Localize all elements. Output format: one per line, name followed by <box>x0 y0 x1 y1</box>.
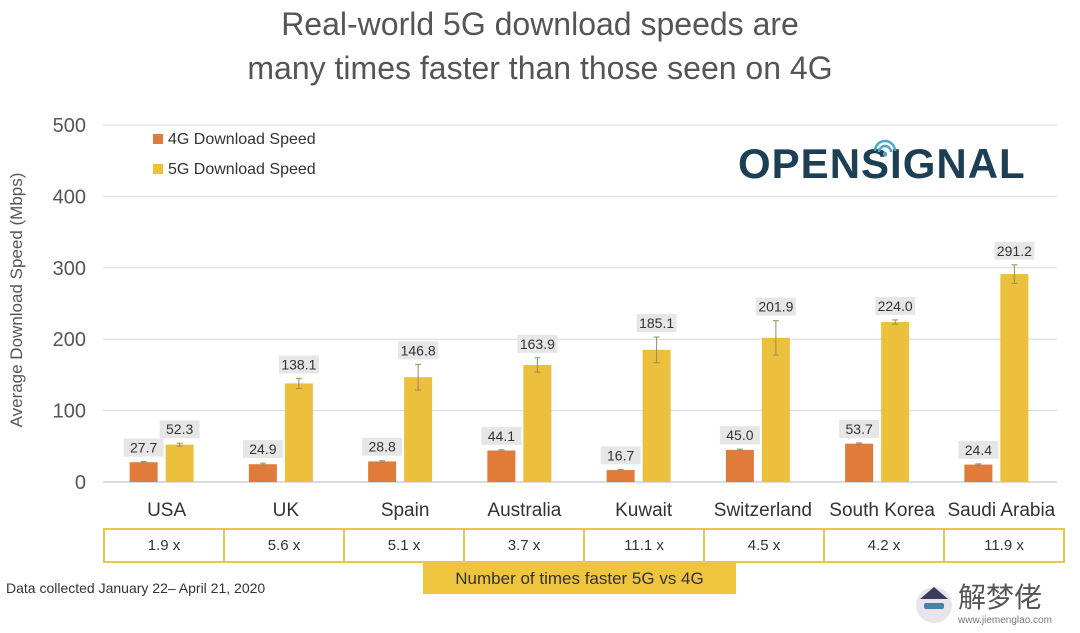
bar-5g <box>165 444 194 482</box>
x-category-label: Spain <box>381 500 430 521</box>
data-label: 45.0 <box>726 427 753 443</box>
ratio-cell: 11.9 x <box>984 537 1024 554</box>
data-label-bg <box>600 446 641 465</box>
y-tick-label: 0 <box>75 472 86 494</box>
data-label-bg <box>242 440 283 459</box>
data-label: 201.9 <box>758 299 793 315</box>
data-label-bg <box>994 241 1035 260</box>
data-label: 27.7 <box>130 440 157 456</box>
ratio-cell: 4.2 x <box>825 530 945 561</box>
data-label: 52.3 <box>166 421 193 437</box>
data-label: 24.9 <box>249 441 276 457</box>
bar-5g <box>881 322 910 482</box>
y-tick-label: 500 <box>53 115 86 137</box>
footnote: Data collected January 22– April 21, 202… <box>6 580 266 596</box>
data-label-bg <box>755 297 796 316</box>
chart-title: Real-world 5G download speeds are many t… <box>0 2 1080 90</box>
y-axis-label: Average Download Speed (Mbps) <box>7 173 26 428</box>
legend-swatch <box>153 134 163 144</box>
ratio-cell: 5.6 x <box>225 530 345 561</box>
x-category-label: USA <box>147 500 186 521</box>
bar-5g <box>404 377 433 482</box>
bar-5g <box>523 364 552 482</box>
data-label: 163.9 <box>520 336 555 352</box>
y-tick-label: 100 <box>53 401 86 423</box>
x-category-label: Switzerland <box>714 500 812 521</box>
data-label: 185.1 <box>639 315 674 331</box>
ratio-cell: 5.1 x <box>345 530 465 561</box>
watermark-url: www.jiemenglao.com <box>958 615 1052 626</box>
watermark-logo-icon <box>916 587 952 623</box>
data-label: 44.1 <box>488 428 515 444</box>
y-tick-label: 200 <box>53 329 86 351</box>
data-label: 291.2 <box>997 243 1032 259</box>
signal-waves-icon <box>873 139 897 157</box>
data-label: 53.7 <box>846 421 873 437</box>
data-label-bg <box>481 426 522 445</box>
bar-4g <box>129 462 158 482</box>
data-label-bg <box>159 420 200 439</box>
data-label: 24.4 <box>965 442 992 458</box>
legend-label: 4G Download Speed <box>168 131 316 148</box>
y-tick-label: 300 <box>53 258 86 280</box>
data-label: 224.0 <box>878 298 913 314</box>
data-label-bg <box>362 437 403 456</box>
bar-5g <box>761 337 790 482</box>
ratio-cell: 1.9 x <box>105 530 225 561</box>
ratio-cell: 4.5 x <box>705 530 825 561</box>
bar-4g <box>725 449 754 482</box>
data-label-bg <box>839 419 880 438</box>
ratio-cell: 11.1 x <box>585 530 705 561</box>
ratio-caption: Number of times faster 5G vs 4G <box>423 563 736 594</box>
ratio-cell: 3.7 x <box>465 530 585 561</box>
bar-4g <box>368 461 397 482</box>
x-category-label: Australia <box>487 500 561 521</box>
bar-4g <box>487 450 516 482</box>
data-label: 16.7 <box>607 447 634 463</box>
title-line-2: many times faster than those seen on 4G <box>247 50 833 86</box>
bar-5g <box>284 383 313 482</box>
data-label: 146.8 <box>401 342 436 358</box>
legend-label: 5G Download Speed <box>168 161 316 178</box>
data-label-bg <box>123 438 164 457</box>
data-label: 28.8 <box>369 439 396 455</box>
data-label: 138.1 <box>281 356 316 372</box>
y-tick-label: 400 <box>53 186 86 208</box>
title-line-1: Real-world 5G download speeds are <box>281 6 799 42</box>
bar-5g <box>642 349 671 482</box>
data-label-bg <box>636 313 677 332</box>
data-label-bg <box>958 440 999 459</box>
bar-4g <box>248 464 277 482</box>
bar-4g <box>606 470 635 482</box>
watermark-text: 解梦佬 <box>958 582 1043 613</box>
data-label-bg <box>398 341 439 360</box>
data-label-bg <box>719 426 760 445</box>
data-label-bg <box>517 334 558 353</box>
x-category-label: South Korea <box>829 500 935 521</box>
bar-4g <box>845 443 874 482</box>
data-label-bg <box>278 355 319 374</box>
bar-4g <box>964 464 993 482</box>
x-category-label: Kuwait <box>615 500 673 521</box>
legend-swatch <box>153 164 163 174</box>
bar-5g <box>1000 274 1029 482</box>
data-label-bg <box>875 296 916 315</box>
ratio-row: 1.9 x 5.6 x 5.1 x 3.7 x 11.1 x 4.5 x 4.2… <box>103 528 1065 563</box>
x-category-label: UK <box>273 500 300 521</box>
x-category-label: Saudi Arabia <box>948 500 1056 521</box>
